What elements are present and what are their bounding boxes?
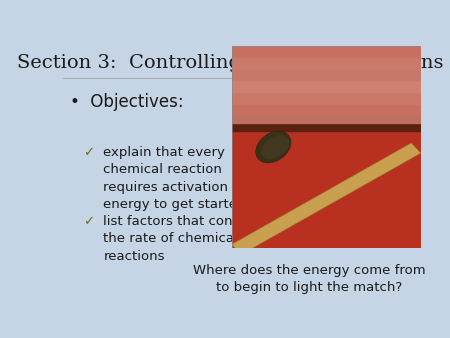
Bar (232, 57, 421, 69)
Bar (232, 46, 421, 57)
Text: list factors that control
the rate of chemical
reactions: list factors that control the rate of ch… (104, 215, 255, 263)
Text: Where does the energy come from
to begin to light the match?: Where does the energy come from to begin… (193, 264, 425, 294)
Text: •  Objectives:: • Objectives: (70, 93, 184, 111)
Bar (232, 92, 421, 103)
Ellipse shape (261, 135, 289, 159)
Bar (232, 115, 421, 123)
Text: Section 3:  Controlling Chemical Reactions: Section 3: Controlling Chemical Reaction… (18, 54, 444, 72)
Text: ✓: ✓ (84, 146, 100, 159)
Text: explain that every
chemical reaction
requires activation
energy to get started: explain that every chemical reaction req… (104, 146, 246, 212)
Bar (232, 103, 421, 115)
Bar (232, 80, 421, 92)
Bar (232, 123, 421, 131)
Ellipse shape (256, 131, 291, 163)
Polygon shape (232, 143, 421, 255)
Text: ✓: ✓ (84, 215, 100, 228)
Bar (232, 115, 421, 127)
Bar (232, 69, 421, 80)
